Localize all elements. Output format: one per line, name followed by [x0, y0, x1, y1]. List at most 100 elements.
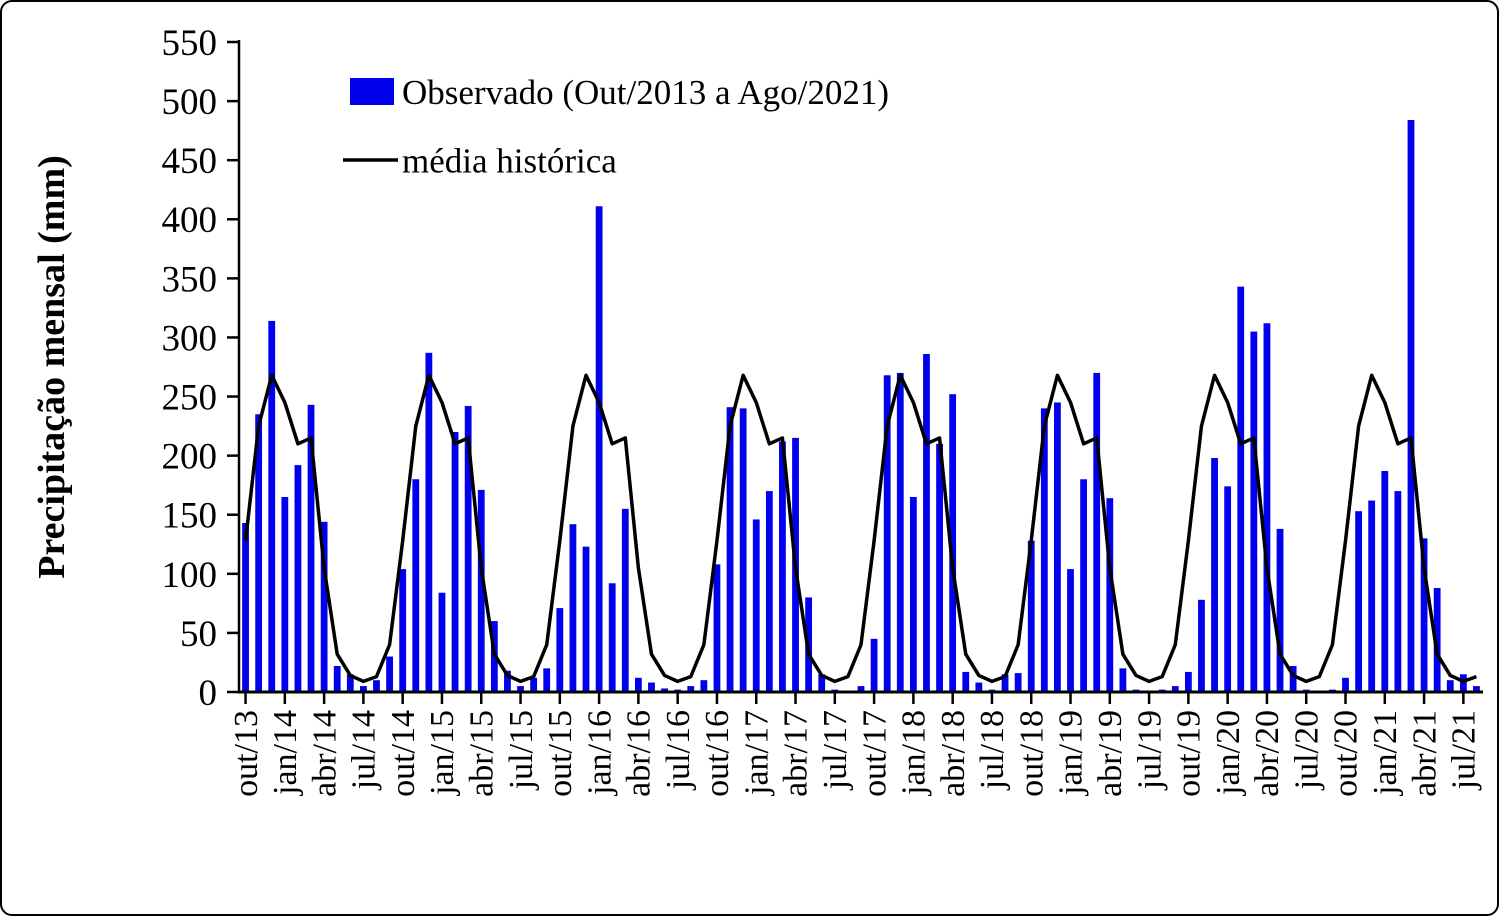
- observed-bar: [595, 206, 603, 692]
- observed-bar: [1027, 540, 1035, 692]
- x-tick-label: out/16: [699, 710, 736, 797]
- x-tick-label: out/15: [542, 710, 579, 797]
- observed-bar: [1407, 120, 1415, 692]
- x-tick-label: jan/20: [1210, 710, 1247, 796]
- observed-bar: [1106, 498, 1114, 692]
- x-tick-label: jan/15: [424, 710, 461, 796]
- y-tick-label: 300: [162, 318, 218, 359]
- observed-bar: [648, 682, 655, 692]
- observed-bar: [1289, 666, 1297, 692]
- observed-bar: [1342, 677, 1349, 692]
- observed-bar: [1459, 674, 1467, 692]
- y-tick-label: 350: [162, 259, 218, 300]
- observed-bar: [1080, 479, 1088, 692]
- y-tick-label: 200: [162, 437, 218, 478]
- observed-bar: [1250, 331, 1258, 692]
- x-tick-label: jul/20: [1288, 710, 1325, 790]
- observed-bar: [386, 656, 393, 692]
- x-tick-label: jul/17: [817, 710, 854, 790]
- x-tick-label: jan/21: [1367, 710, 1404, 796]
- observed-bar: [1171, 686, 1179, 692]
- x-tick-label: abr/20: [1249, 710, 1286, 797]
- x-tick-label: jul/18: [974, 710, 1011, 790]
- x-tick-label: jul/16: [660, 710, 697, 790]
- observed-bar: [320, 521, 328, 692]
- observed-bar: [621, 508, 629, 692]
- observed-bar: [1433, 588, 1441, 692]
- y-tick-label: 0: [199, 673, 218, 714]
- observed-bar: [1054, 402, 1061, 692]
- observed-bar: [713, 564, 721, 692]
- observed-bar: [949, 394, 957, 692]
- y-axis-title: Precipitação mensal (mm): [31, 155, 73, 579]
- observed-bar: [975, 682, 983, 692]
- observed-bar: [530, 677, 538, 692]
- x-tick-label: abr/14: [306, 710, 343, 797]
- observed-bar: [661, 688, 668, 692]
- x-tick-label: jul/21: [1446, 710, 1483, 790]
- x-tick-label: jan/14: [267, 710, 304, 796]
- x-tick-label: jul/14: [346, 710, 383, 790]
- x-tick-label: abr/21: [1406, 710, 1443, 797]
- observed-bar: [569, 524, 577, 692]
- observed-bar: [1368, 500, 1376, 692]
- x-tick-label: abr/16: [621, 710, 658, 797]
- observed-bar: [1014, 673, 1022, 692]
- observed-bar: [857, 686, 865, 692]
- x-tick-label: out/13: [228, 710, 265, 797]
- x-tick-label: jul/19: [1131, 710, 1168, 790]
- observed-bar: [1224, 486, 1232, 692]
- x-tick-label: jul/15: [503, 710, 540, 790]
- x-tick-label: jan/16: [581, 710, 618, 796]
- observed-bar: [687, 686, 695, 692]
- observed-bar: [962, 671, 970, 692]
- observed-bar: [779, 441, 786, 692]
- observed-bar: [1276, 528, 1284, 692]
- observed-bar: [543, 668, 551, 692]
- observed-bar: [1001, 674, 1009, 692]
- observed-bar: [477, 489, 485, 692]
- observed-bar: [294, 465, 302, 692]
- observed-bar: [504, 670, 511, 692]
- observed-bar: [1093, 372, 1101, 692]
- x-tick-label: abr/18: [935, 710, 972, 797]
- x-tick-label: jan/19: [1053, 710, 1090, 796]
- observed-bar: [1394, 491, 1402, 692]
- observed-bar: [268, 320, 276, 692]
- observed-bar: [818, 674, 826, 692]
- observed-bar: [870, 638, 878, 692]
- observed-bar: [1420, 538, 1428, 692]
- observed-bar: [346, 674, 354, 692]
- observed-bar: [255, 414, 263, 692]
- observed-bar: [425, 352, 433, 692]
- observed-bar: [936, 443, 943, 692]
- observed-bar: [373, 680, 380, 692]
- observed-bar: [765, 491, 773, 692]
- observed-bar: [582, 546, 590, 692]
- observed-bar: [556, 608, 564, 692]
- observed-bar: [923, 354, 930, 692]
- observed-bar: [608, 583, 616, 692]
- observed-bar: [412, 479, 420, 692]
- observed-bar: [1473, 686, 1480, 692]
- observed-bar: [1381, 471, 1389, 692]
- observed-bar: [360, 686, 367, 692]
- observed-bar: [739, 408, 747, 692]
- observed-bar: [1446, 680, 1454, 692]
- observed-bar: [896, 372, 904, 692]
- legend-label-observed: Observado (Out/2013 a Ago/2021): [402, 73, 889, 112]
- observed-bar: [909, 497, 917, 692]
- observed-bar: [307, 404, 315, 692]
- x-tick-label: jan/17: [738, 710, 775, 796]
- observed-bar: [752, 519, 760, 692]
- x-tick-label: out/18: [1013, 710, 1050, 797]
- observed-bar: [1237, 286, 1245, 692]
- y-tick-label: 50: [180, 614, 217, 655]
- observed-bar: [1067, 569, 1074, 692]
- y-tick-label: 500: [162, 82, 218, 123]
- observed-bar: [517, 686, 524, 692]
- observed-bar: [1211, 458, 1218, 692]
- observed-bar: [634, 677, 642, 692]
- observed-bar: [726, 407, 734, 692]
